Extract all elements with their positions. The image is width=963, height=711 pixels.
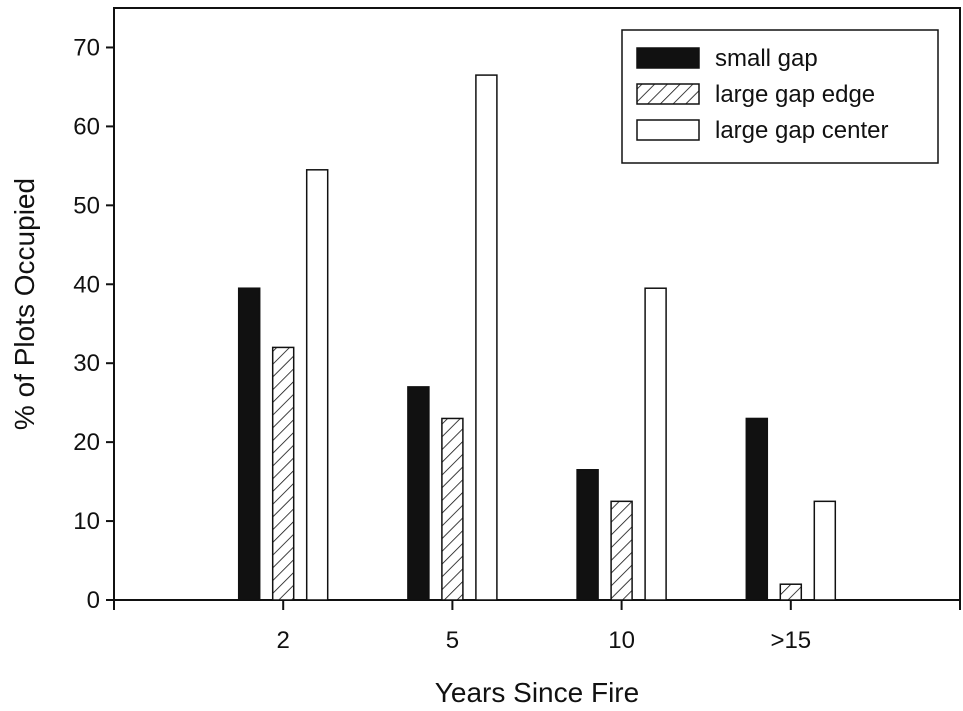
bar-small-gap-5 <box>407 386 430 601</box>
bar-large-gap-center-2 <box>305 169 329 601</box>
legend-label-large-gap-center: large gap center <box>715 117 888 144</box>
legend-swatch-large-gap-center <box>636 119 700 141</box>
bar-large-gap-edge-2 <box>271 346 295 601</box>
y-axis: 0 10 20 30 40 50 60 70 <box>73 34 114 614</box>
bar-large-gap-center-5 <box>475 74 498 601</box>
x-tick-label: 10 <box>608 627 635 654</box>
y-tick-label: 40 <box>73 271 100 298</box>
bar-large-gap-center-10 <box>644 287 667 601</box>
y-tick-label: 70 <box>73 34 100 61</box>
plot-area <box>113 7 961 601</box>
legend-swatch-large-gap-edge <box>636 83 700 105</box>
bar-small-gap-2 <box>237 287 261 601</box>
bar-large-gap-edge-15 <box>779 583 803 601</box>
plot-frame <box>113 7 961 601</box>
bar-large-gap-edge-5 <box>441 417 464 601</box>
x-tick-label: 5 <box>446 627 459 654</box>
legend-swatch-small-gap <box>636 47 700 69</box>
bar-large-gap-center-15 <box>813 500 837 601</box>
x-tick-label: >15 <box>770 627 811 654</box>
y-axis-title: % of Plots Occupied <box>9 178 40 430</box>
bars <box>237 74 837 601</box>
y-tick-label: 0 <box>87 587 100 614</box>
legend: small gap large gap edge large gap center <box>621 29 939 164</box>
y-tick-label: 60 <box>73 113 100 140</box>
bar-small-gap-15 <box>745 417 769 601</box>
bar-small-gap-10 <box>576 469 599 601</box>
x-axis-title: Years Since Fire <box>435 677 639 708</box>
legend-label-small-gap: small gap <box>715 45 818 72</box>
y-tick-label: 30 <box>73 350 100 377</box>
y-tick-label: 20 <box>73 429 100 456</box>
legend-label-large-gap-edge: large gap edge <box>715 81 875 108</box>
x-tick-label: 2 <box>277 627 290 654</box>
bar-large-gap-edge-10 <box>610 500 633 601</box>
y-tick-label: 50 <box>73 192 100 219</box>
y-tick-label: 10 <box>73 508 100 535</box>
x-axis: 2 5 10 >15 <box>113 600 961 654</box>
